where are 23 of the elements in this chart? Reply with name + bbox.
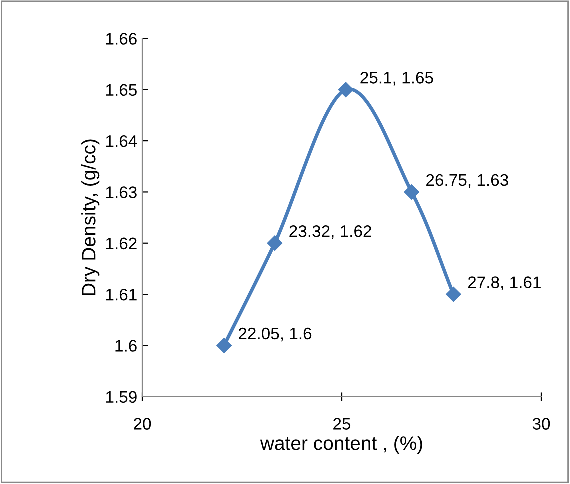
data-label: 27.8, 1.61 bbox=[468, 276, 541, 290]
x-tick-label: 20 bbox=[134, 418, 152, 430]
y-tick-label: 1.63 bbox=[106, 186, 137, 198]
x-axis-title: water content , (%) bbox=[260, 436, 422, 454]
y-tick-label: 1.62 bbox=[106, 238, 137, 250]
x-tick-label: 30 bbox=[532, 418, 550, 430]
y-tick-label: 1.65 bbox=[106, 84, 137, 96]
data-label: 22.05, 1.6 bbox=[239, 328, 312, 342]
point bbox=[338, 82, 354, 98]
data-label: 26.75, 1.63 bbox=[426, 174, 508, 188]
y-axis-title: Dry Density, (g/cc) bbox=[82, 140, 100, 296]
x-tick-label: 25 bbox=[334, 418, 351, 430]
y-tick-label: 1.61 bbox=[106, 288, 137, 301]
y-tick-label: 1.64 bbox=[106, 135, 138, 148]
point bbox=[446, 286, 462, 302]
y-tick-label: 1.66 bbox=[106, 33, 137, 45]
y-tick-label: 1.59 bbox=[106, 391, 137, 404]
y-tick-label: 1.6 bbox=[116, 340, 137, 352]
point bbox=[404, 184, 420, 200]
point bbox=[216, 338, 232, 354]
data-label: 23.32, 1.62 bbox=[290, 226, 372, 240]
point bbox=[267, 236, 283, 251]
data-label: 25.1, 1.65 bbox=[360, 72, 434, 86]
